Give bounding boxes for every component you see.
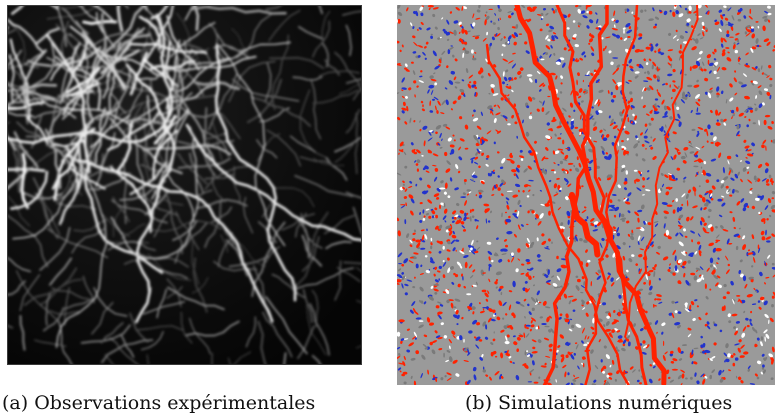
simulation-image	[397, 5, 775, 385]
numerical-simulation	[397, 5, 775, 385]
caption-a: (a) Observations expérimentales	[2, 392, 316, 414]
experimental-micrograph	[7, 5, 362, 365]
caption-b: (b) Simulations numériques	[465, 392, 733, 414]
micrograph-image	[7, 5, 362, 365]
